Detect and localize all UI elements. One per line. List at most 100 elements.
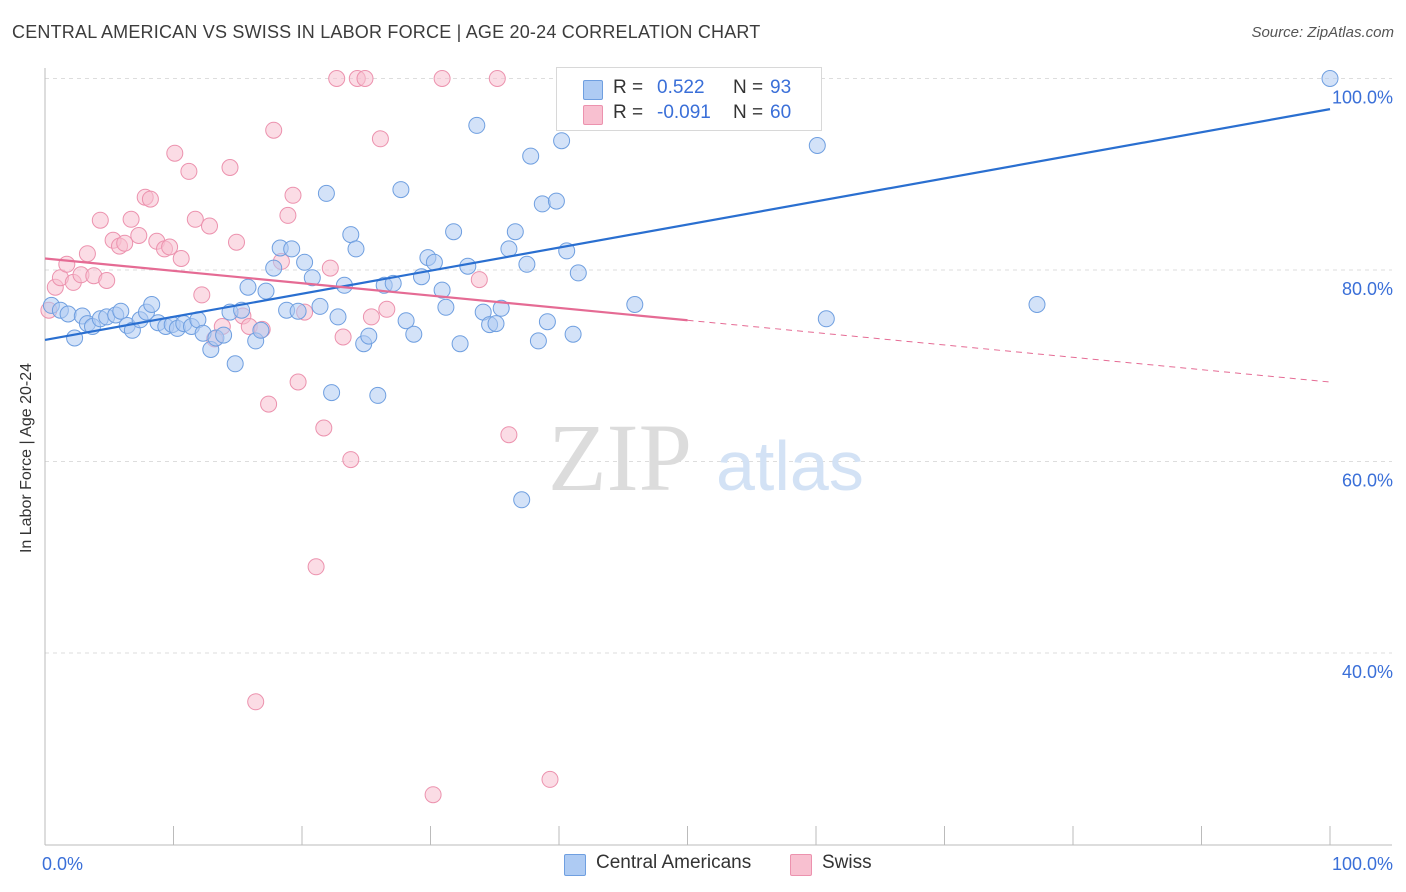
legend-label-swiss: Swiss xyxy=(822,852,872,873)
data-point xyxy=(342,451,360,469)
data-point xyxy=(492,299,510,317)
legend-label-central-americans: Central Americans xyxy=(596,852,752,873)
data-point xyxy=(817,310,835,328)
legend-r-label: R = xyxy=(613,102,644,123)
source-credit: Source: ZipAtlas.com xyxy=(1251,24,1394,41)
y-tick-label: 60.0% xyxy=(1342,471,1393,491)
data-point xyxy=(470,271,488,289)
data-point xyxy=(553,132,571,150)
data-point xyxy=(116,234,134,252)
data-point xyxy=(538,313,556,331)
data-point xyxy=(323,384,341,402)
data-point xyxy=(451,335,469,353)
data-point xyxy=(78,245,96,263)
data-point xyxy=(371,130,389,148)
data-point xyxy=(58,255,76,273)
data-point xyxy=(334,328,352,346)
data-point xyxy=(201,217,218,235)
axes xyxy=(44,68,1392,846)
data-point xyxy=(321,259,339,277)
legend-row-central-americans: R = 0.522 N = 93 xyxy=(557,76,821,102)
swiss-points xyxy=(40,70,612,804)
data-point xyxy=(356,70,374,87)
data-point xyxy=(283,240,301,258)
data-point xyxy=(522,147,540,165)
data-point xyxy=(808,137,826,154)
data-point xyxy=(226,355,244,373)
data-point xyxy=(161,238,179,256)
data-point xyxy=(130,227,148,244)
legend-swatch-blue xyxy=(583,80,603,100)
legend-swatch-blue xyxy=(564,854,586,876)
y-tick-label: 100.0% xyxy=(1332,88,1393,108)
watermark-zip: ZIP xyxy=(548,404,692,511)
data-point xyxy=(172,250,190,267)
data-point xyxy=(529,332,547,350)
data-point xyxy=(252,321,270,339)
data-point xyxy=(564,325,582,343)
data-point xyxy=(405,325,423,343)
data-point xyxy=(228,233,245,251)
data-point xyxy=(215,326,233,344)
trend-line-swiss xyxy=(44,257,688,322)
data-point xyxy=(180,162,198,180)
data-point xyxy=(289,302,307,320)
data-point xyxy=(500,426,518,444)
y-tick-label: 40.0% xyxy=(1342,662,1393,682)
legend-n-value: 60 xyxy=(770,102,792,123)
data-point xyxy=(59,305,77,323)
data-point xyxy=(626,296,644,313)
data-point xyxy=(112,302,130,320)
data-point xyxy=(433,281,451,299)
data-point xyxy=(468,116,486,134)
data-point xyxy=(347,240,365,258)
data-point xyxy=(378,300,396,318)
data-point xyxy=(303,269,321,287)
data-point xyxy=(317,184,335,202)
data-point xyxy=(260,395,278,413)
gridlines xyxy=(45,78,1392,654)
data-point xyxy=(513,491,531,509)
y-tick-label: 80.0% xyxy=(1342,279,1393,299)
data-point xyxy=(66,329,84,347)
data-point xyxy=(547,192,565,210)
trend-line-central-americans xyxy=(44,108,1331,341)
data-point xyxy=(360,327,378,345)
data-point xyxy=(397,312,415,330)
data-point xyxy=(265,121,283,139)
data-point xyxy=(247,693,265,711)
data-point xyxy=(289,373,307,391)
legend-n-label: N = xyxy=(733,102,764,123)
data-point xyxy=(257,282,275,300)
data-point xyxy=(392,181,410,199)
trend-line-swiss-extension xyxy=(687,319,1331,383)
legend-r-label: R = xyxy=(613,77,644,98)
data-point xyxy=(487,315,505,333)
legend-swatch-pink xyxy=(583,105,603,125)
data-point xyxy=(1028,296,1046,313)
data-point xyxy=(221,159,239,176)
data-point xyxy=(279,206,297,224)
x-tick-label: 100.0% xyxy=(1332,854,1393,874)
data-point xyxy=(122,210,140,228)
data-point xyxy=(307,558,325,576)
x-tick-label: 0.0% xyxy=(42,854,83,874)
data-point xyxy=(1321,70,1339,87)
data-point xyxy=(315,419,333,437)
data-point xyxy=(424,786,442,804)
watermark: ZIP atlas xyxy=(548,404,864,511)
data-point xyxy=(459,257,477,275)
data-point xyxy=(569,264,587,282)
legend-n-label: N = xyxy=(733,77,764,98)
chart-title: CENTRAL AMERICAN VS SWISS IN LABOR FORCE… xyxy=(12,22,761,42)
data-point xyxy=(296,253,314,271)
legend-swatch-pink xyxy=(790,854,812,876)
data-point xyxy=(437,298,455,316)
legend-n-value: 93 xyxy=(770,77,792,98)
data-point xyxy=(445,223,463,241)
trend-lines xyxy=(44,108,1331,383)
data-point xyxy=(284,186,302,204)
data-point xyxy=(186,210,204,228)
data-point xyxy=(506,223,524,241)
